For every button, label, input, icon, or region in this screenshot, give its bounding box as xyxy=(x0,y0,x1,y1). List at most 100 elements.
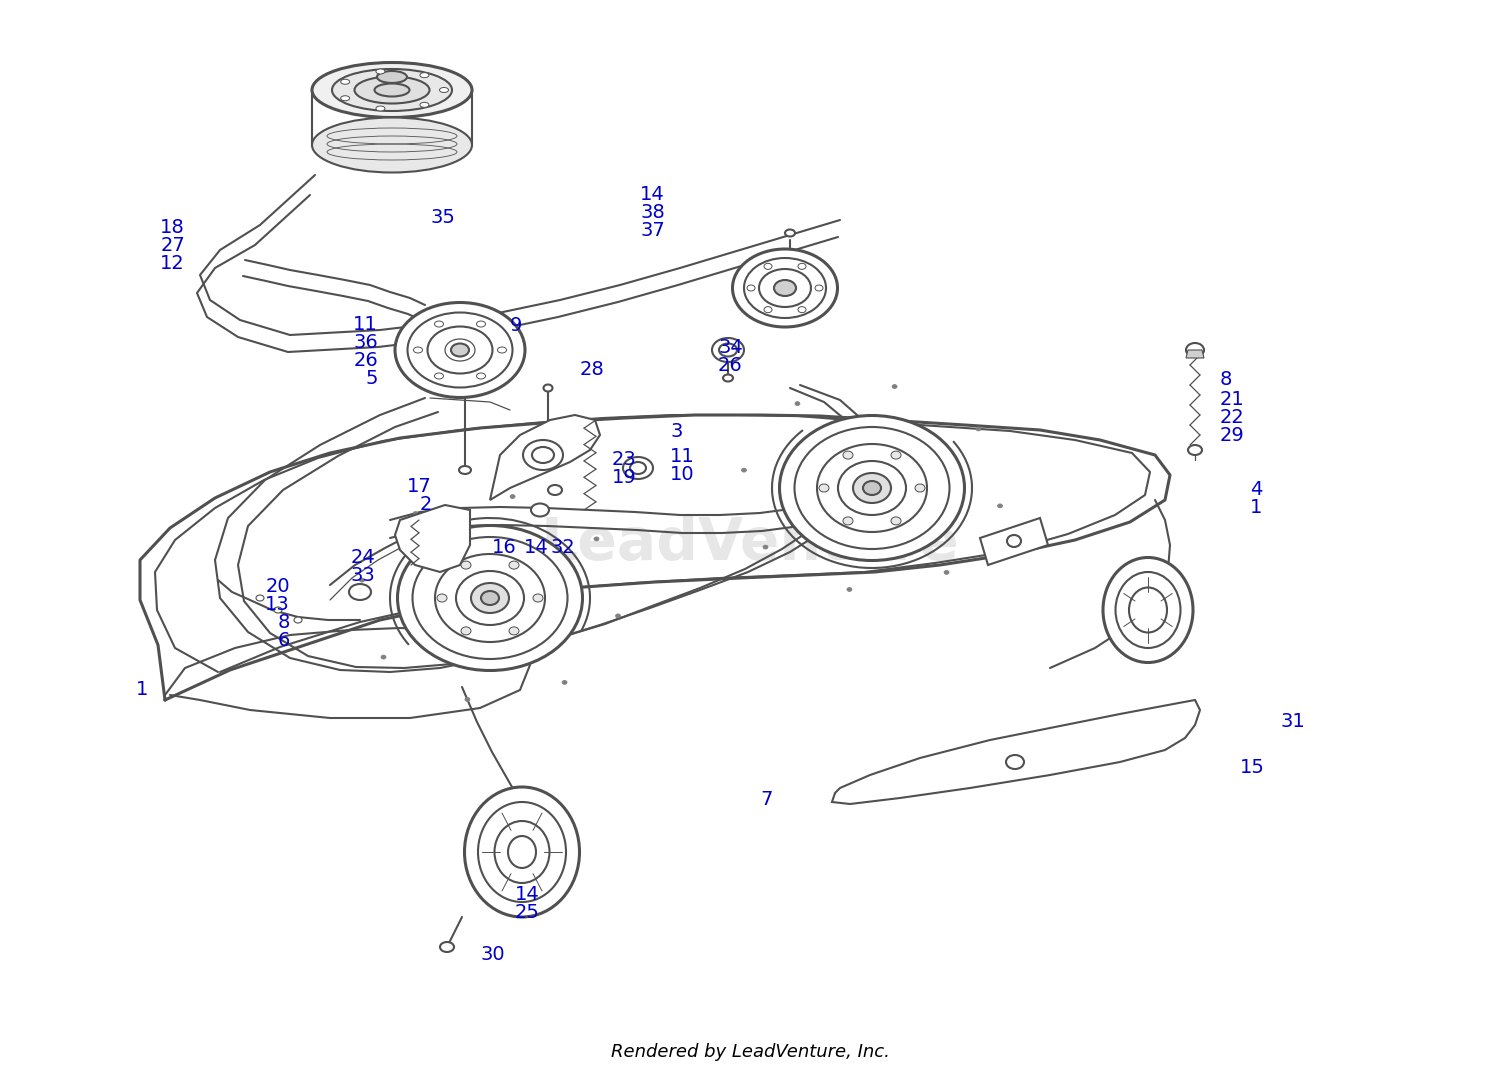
Ellipse shape xyxy=(460,627,471,635)
Ellipse shape xyxy=(1188,445,1202,455)
Text: 5: 5 xyxy=(366,369,378,388)
Ellipse shape xyxy=(435,554,544,642)
Text: 20: 20 xyxy=(266,577,290,596)
Ellipse shape xyxy=(862,481,880,495)
Ellipse shape xyxy=(741,468,747,472)
Text: 8: 8 xyxy=(278,613,290,632)
Ellipse shape xyxy=(891,451,902,459)
Text: 2: 2 xyxy=(420,495,432,514)
Text: 1: 1 xyxy=(135,680,148,699)
Ellipse shape xyxy=(630,462,646,473)
Ellipse shape xyxy=(732,249,837,327)
Ellipse shape xyxy=(944,570,950,574)
Text: 38: 38 xyxy=(640,203,664,222)
Text: 10: 10 xyxy=(670,465,694,484)
Text: 1: 1 xyxy=(1250,498,1263,517)
Ellipse shape xyxy=(471,583,509,613)
Ellipse shape xyxy=(815,285,824,291)
Text: 33: 33 xyxy=(350,566,375,585)
Text: LeadVenture: LeadVenture xyxy=(540,515,960,571)
Ellipse shape xyxy=(420,73,429,77)
Ellipse shape xyxy=(452,343,470,356)
Ellipse shape xyxy=(562,680,567,684)
Ellipse shape xyxy=(622,457,652,479)
Text: Rendered by LeadVenture, Inc.: Rendered by LeadVenture, Inc. xyxy=(610,1043,890,1061)
Ellipse shape xyxy=(784,229,795,237)
Ellipse shape xyxy=(354,76,429,103)
Ellipse shape xyxy=(759,269,812,307)
Ellipse shape xyxy=(543,384,552,391)
Ellipse shape xyxy=(998,504,1002,508)
Ellipse shape xyxy=(376,70,386,74)
Text: 4: 4 xyxy=(1250,480,1263,498)
Polygon shape xyxy=(980,518,1048,565)
Ellipse shape xyxy=(478,801,566,902)
Ellipse shape xyxy=(976,427,981,431)
Text: 25: 25 xyxy=(514,902,540,922)
Ellipse shape xyxy=(312,63,472,117)
Text: 36: 36 xyxy=(354,333,378,352)
Ellipse shape xyxy=(381,655,386,659)
Ellipse shape xyxy=(774,280,796,296)
Text: 35: 35 xyxy=(430,209,454,227)
Text: 32: 32 xyxy=(550,538,576,557)
Ellipse shape xyxy=(531,504,549,517)
Ellipse shape xyxy=(532,594,543,602)
Ellipse shape xyxy=(594,536,598,541)
Ellipse shape xyxy=(712,338,744,362)
Ellipse shape xyxy=(435,321,444,327)
Text: 22: 22 xyxy=(1220,408,1245,427)
Ellipse shape xyxy=(1116,572,1180,648)
Text: 7: 7 xyxy=(760,790,772,809)
Text: 13: 13 xyxy=(266,595,290,614)
Ellipse shape xyxy=(435,372,444,379)
Ellipse shape xyxy=(839,460,906,515)
Ellipse shape xyxy=(1102,557,1192,662)
Ellipse shape xyxy=(915,484,926,492)
Text: 18: 18 xyxy=(160,218,184,237)
Ellipse shape xyxy=(764,263,772,269)
Ellipse shape xyxy=(795,402,800,406)
Ellipse shape xyxy=(892,384,897,389)
Text: 34: 34 xyxy=(718,338,742,357)
Text: 6: 6 xyxy=(278,631,290,651)
Ellipse shape xyxy=(465,787,579,917)
Ellipse shape xyxy=(482,591,500,605)
Text: 24: 24 xyxy=(350,548,375,567)
Ellipse shape xyxy=(780,416,964,560)
Text: 29: 29 xyxy=(1220,426,1245,445)
Text: 12: 12 xyxy=(160,254,184,273)
Ellipse shape xyxy=(891,517,902,525)
Text: 37: 37 xyxy=(640,220,664,240)
Ellipse shape xyxy=(360,578,364,582)
Text: 30: 30 xyxy=(480,945,504,964)
Ellipse shape xyxy=(414,348,423,353)
Text: 15: 15 xyxy=(1240,758,1264,776)
Text: 9: 9 xyxy=(510,316,522,334)
Ellipse shape xyxy=(718,343,736,356)
Text: 11: 11 xyxy=(354,315,378,334)
Ellipse shape xyxy=(456,571,524,626)
Text: 31: 31 xyxy=(1280,712,1305,731)
Ellipse shape xyxy=(436,594,447,602)
Ellipse shape xyxy=(376,106,386,111)
Ellipse shape xyxy=(819,484,830,492)
Text: 14: 14 xyxy=(524,538,549,557)
Ellipse shape xyxy=(1186,343,1204,357)
Ellipse shape xyxy=(394,303,525,397)
Ellipse shape xyxy=(1007,755,1025,769)
Ellipse shape xyxy=(376,71,406,83)
Text: 14: 14 xyxy=(514,885,540,904)
Ellipse shape xyxy=(818,444,927,532)
Ellipse shape xyxy=(312,117,472,173)
Ellipse shape xyxy=(1130,588,1167,632)
Ellipse shape xyxy=(509,836,536,868)
Polygon shape xyxy=(1186,350,1204,358)
Polygon shape xyxy=(490,415,600,500)
Text: 17: 17 xyxy=(406,477,432,496)
Ellipse shape xyxy=(256,595,264,601)
Ellipse shape xyxy=(548,485,562,495)
Ellipse shape xyxy=(465,697,470,702)
Ellipse shape xyxy=(798,306,806,313)
Ellipse shape xyxy=(413,536,567,659)
